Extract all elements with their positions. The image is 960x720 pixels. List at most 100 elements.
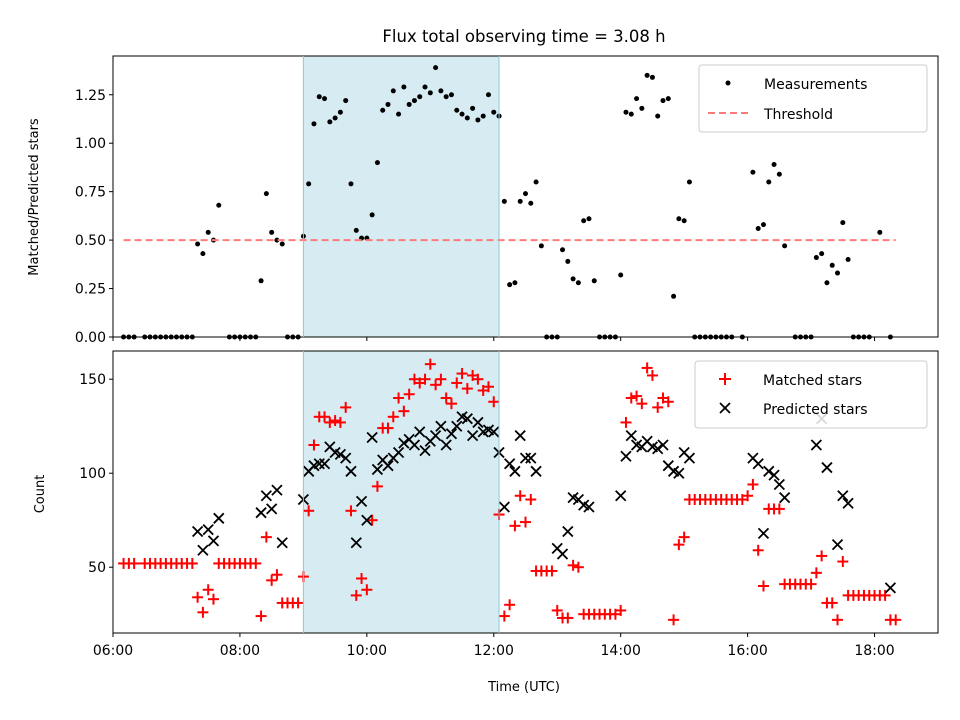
matched-stars-point <box>520 516 531 528</box>
measurements-point <box>676 216 682 222</box>
matched-stars-point <box>641 362 653 374</box>
predicted-stars-point <box>355 495 368 508</box>
matched-stars-point <box>673 539 685 551</box>
matched-stars-point <box>757 580 769 592</box>
y-tick-label: 100 <box>79 466 106 482</box>
predicted-stars-point <box>757 527 770 539</box>
matched-stars-point <box>482 381 494 393</box>
predicted-stars-point <box>361 514 373 526</box>
matched-stars-point <box>324 416 336 428</box>
predicted-stars-point <box>313 458 325 470</box>
measurements-point <box>422 84 428 90</box>
predicted-stars-point <box>763 465 775 477</box>
predicted-stars-point <box>435 420 447 432</box>
matched-stars-point <box>398 405 410 417</box>
predicted-stars-point <box>652 443 664 455</box>
x-tick-label: 10:00 <box>347 643 387 659</box>
measurements-point <box>840 220 846 226</box>
matched-stars-point <box>340 401 352 413</box>
measurements-point <box>332 115 338 121</box>
measurements-point <box>639 105 645 111</box>
measurements-point <box>374 160 380 166</box>
measurements-point <box>782 243 788 249</box>
matched-stars-point <box>260 531 272 543</box>
predicted-stars-point <box>831 539 844 551</box>
measurements-point <box>274 237 280 243</box>
predicted-stars-point <box>197 544 209 556</box>
predicted-stars-point <box>213 512 225 524</box>
y-tick-label: 150 <box>79 372 106 388</box>
predicted-stars-point <box>202 523 214 536</box>
predicted-stars-point <box>514 429 526 442</box>
predicted-stars-point <box>837 490 849 502</box>
predicted-stars-point <box>392 446 405 459</box>
measurements-point <box>507 282 513 288</box>
measurements-point <box>538 243 544 249</box>
matched-stars-point <box>832 614 844 626</box>
matched-stars-point <box>646 369 658 381</box>
x-tick-label: 18:00 <box>854 643 894 659</box>
measurements-point <box>485 92 491 98</box>
matched-stars-point <box>456 368 468 380</box>
predicted-stars-point <box>562 525 574 538</box>
measurements-point <box>845 256 851 262</box>
measurements-point <box>390 88 396 94</box>
predicted-stars-point <box>382 460 394 472</box>
matched-stars-point <box>810 567 822 579</box>
predicted-stars-point <box>398 437 410 449</box>
measurements-point <box>655 113 661 119</box>
matched-stars-point <box>266 574 278 586</box>
measurements-point <box>665 96 671 102</box>
matched-stars-point <box>890 614 902 626</box>
predicted-stars-point <box>472 416 484 429</box>
measurements-point <box>824 280 830 286</box>
matched-stars-point <box>562 612 574 624</box>
count-y-ticks: 50 100 150 <box>79 372 113 576</box>
matched-stars-point <box>752 544 764 556</box>
measurements-point <box>877 229 883 235</box>
matched-stars-point <box>525 494 537 506</box>
matched-stars-point <box>382 422 394 434</box>
measurements-point <box>369 212 375 218</box>
matched-legend-label: Matched stars <box>763 373 862 389</box>
measurements-point <box>634 96 640 102</box>
matched-stars-point <box>879 589 891 601</box>
predicted-stars-point <box>519 452 532 464</box>
measurements-point <box>628 111 634 117</box>
measurements-point <box>771 162 777 168</box>
observing-window-shade <box>303 351 500 633</box>
ratio-y-axis-label: Matched/Predicted stars <box>27 118 42 276</box>
y-tick-label: 0.25 <box>75 282 106 298</box>
matched-stars-point <box>356 572 368 584</box>
matched-stars-point <box>271 569 283 581</box>
predicted-stars-point <box>445 428 458 440</box>
predicted-stars-point <box>191 525 204 538</box>
measurements-point <box>644 72 650 78</box>
y-tick-label: 50 <box>88 560 106 576</box>
ratio-y-ticks: 0.00 0.25 0.50 0.75 1.00 1.25 <box>75 88 113 346</box>
matched-stars-point <box>292 597 304 609</box>
measurements-legend-marker <box>725 80 731 86</box>
measurements-point <box>258 278 264 284</box>
predicted-stars-point <box>371 463 384 476</box>
matched-stars-point <box>625 392 637 404</box>
predicted-stars-point <box>271 484 283 496</box>
ratio-x-ticks <box>112 337 876 341</box>
matched-stars-point <box>202 584 214 596</box>
measurements-point <box>311 121 317 127</box>
predicted-stars-point <box>340 452 352 464</box>
predicted-stars-point <box>673 467 685 479</box>
measurements-point <box>623 109 629 115</box>
threshold-legend-label: Threshold <box>763 107 833 123</box>
predicted-stars-point <box>266 503 278 515</box>
count-marks <box>118 358 902 626</box>
matched-stars-point <box>334 416 346 428</box>
measurements-point <box>348 181 354 187</box>
matched-stars-point <box>361 584 373 596</box>
measurements-point <box>813 255 819 261</box>
ratio-panel: 0.00 0.25 0.50 0.75 1.00 1.25 Flux total obse… <box>27 27 939 346</box>
predicted-stars-point <box>773 478 785 491</box>
matched-stars-point <box>424 358 436 370</box>
matched-stars-point <box>419 373 431 385</box>
